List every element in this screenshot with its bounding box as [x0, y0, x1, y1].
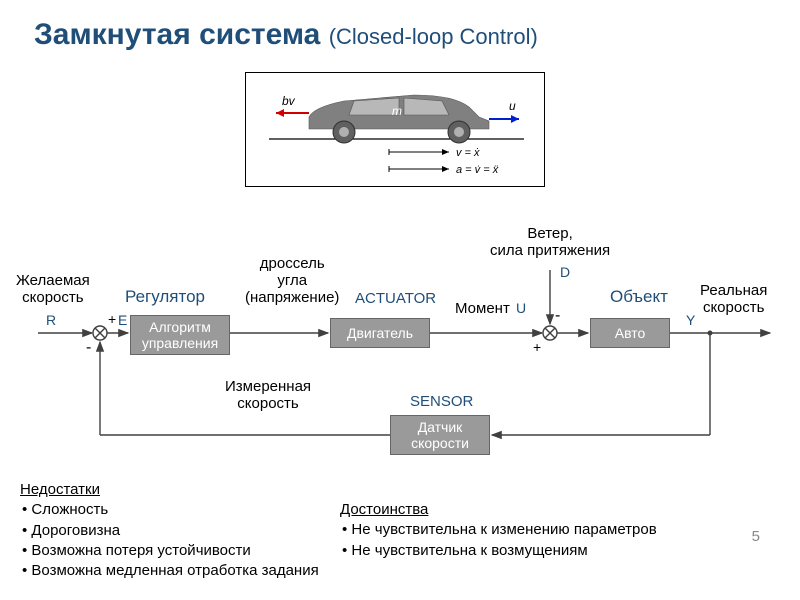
car-diagram-frame: bv m u v = ẋ a = v̇ = ẍ	[245, 72, 545, 187]
label-real-speed: Реальная скорость	[700, 282, 767, 316]
car-eq1: v = ẋ	[456, 147, 480, 159]
car-eq2: a = v̇ = ẍ	[456, 164, 499, 176]
disadvantage-item: Сложность	[22, 500, 319, 520]
signal-U: U	[516, 300, 526, 316]
engine-block-label: Двигатель	[347, 325, 413, 341]
label-moment: Момент	[455, 300, 510, 317]
label-measured: Измеренная скорость	[225, 378, 311, 412]
car-m-label: m	[392, 104, 402, 118]
label-throttle: дроссель угла (напряжение)	[245, 255, 339, 306]
label-sensor: SENSOR	[410, 393, 473, 410]
advantage-item: Не чувствительна к изменению параметров	[342, 520, 657, 540]
label-object: Объект	[610, 287, 668, 307]
disadvantages-header: Недостатки	[20, 480, 319, 500]
disadvantage-item: Дороговизна	[22, 521, 319, 541]
car-bv-label: bv	[282, 94, 296, 108]
advantage-item: Не чувствительна к возмущениям	[342, 541, 657, 561]
sensor-block-label: Датчик скорости	[411, 419, 469, 451]
svg-text:-: -	[86, 339, 91, 356]
label-wind: Ветер, сила притяжения	[490, 225, 610, 259]
disadvantage-item: Возможна медленная отработка задания	[22, 561, 319, 581]
disadvantage-item: Возможна потеря устойчивости	[22, 541, 319, 561]
signal-Y: Y	[686, 312, 695, 328]
signal-R: R	[46, 312, 56, 328]
page-number: 5	[752, 528, 760, 545]
car-illustration: bv m u v = ẋ a = v̇ = ẍ	[254, 77, 538, 185]
plant-block: Авто	[590, 318, 670, 348]
label-actuator: ACTUATOR	[355, 290, 436, 307]
page-title: Замкнутая система (Closed-loop Control)	[34, 18, 538, 52]
label-desired-speed: Желаемая скорость	[16, 272, 90, 306]
svg-text:-: -	[555, 307, 560, 324]
signal-E: E	[118, 312, 127, 328]
advantages-header: Достоинства	[340, 500, 657, 520]
controller-block: Алгоритм управления	[130, 315, 230, 355]
advantages-list: Достоинства Не чувствительна к изменению…	[340, 500, 657, 561]
svg-text:+: +	[108, 311, 116, 327]
title-en: (Closed-loop Control)	[329, 24, 538, 49]
car-u-label: u	[509, 99, 516, 113]
svg-text:+: +	[533, 339, 541, 355]
sensor-block: Датчик скорости	[390, 415, 490, 455]
title-ru: Замкнутая система	[34, 18, 320, 51]
controller-block-label: Алгоритм управления	[142, 319, 218, 351]
signal-D: D	[560, 264, 570, 280]
disadvantages-list: Недостатки Сложность Дороговизна Возможн…	[20, 480, 319, 581]
engine-block: Двигатель	[330, 318, 430, 348]
plant-block-label: Авто	[615, 325, 646, 341]
label-regulator: Регулятор	[125, 287, 205, 307]
